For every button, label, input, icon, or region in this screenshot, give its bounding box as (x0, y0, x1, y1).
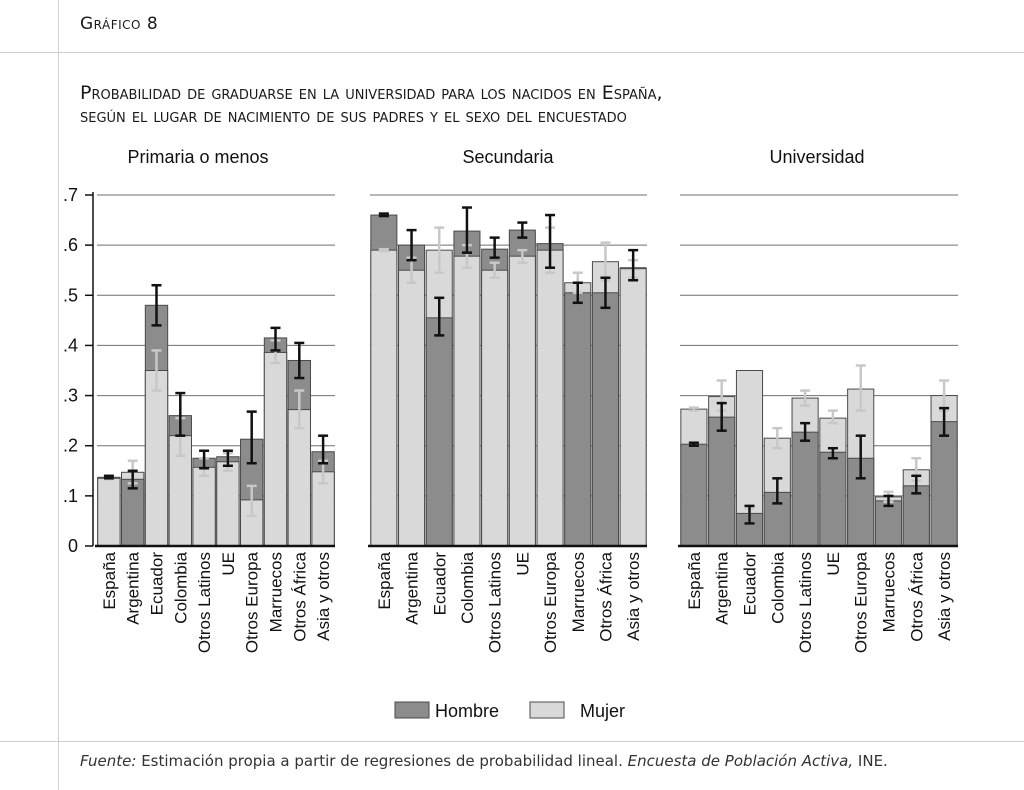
x-tick-label: España (685, 551, 704, 609)
bar-hombre (902, 485, 930, 547)
bar-hombre (791, 431, 819, 547)
y-tick-label: .6 (63, 235, 78, 255)
x-tick-label: Asia y otros (935, 552, 954, 641)
x-tick-label: Otros Europa (852, 551, 871, 653)
x-tick-label: Otros Latinos (195, 552, 214, 653)
chart-title-line-1: Probabilidad de graduarse en la universi… (80, 82, 663, 104)
bar-mujer (370, 249, 398, 547)
x-tick-label: Ecuador (148, 552, 167, 616)
source-label: Fuente: (80, 752, 137, 770)
bar-hombre (930, 421, 958, 547)
x-tick-label: UE (513, 552, 532, 576)
source-end: INE. (853, 752, 888, 770)
panel-title: Universidad (769, 147, 864, 167)
legend: Hombre Mujer (394, 701, 625, 721)
source-text: Estimación propia a partir de regresione… (136, 752, 628, 770)
y-tick-label: .1 (63, 486, 78, 506)
bar-mujer (216, 461, 240, 547)
x-tick-label: Colombia (171, 551, 190, 623)
x-tick-label: Colombia (768, 551, 787, 623)
y-tick-label: .7 (63, 185, 78, 205)
bar-mujer (619, 268, 647, 547)
bar-mujer (536, 249, 564, 547)
x-tick-label: Otros Europa (541, 551, 560, 653)
header-divider (0, 52, 1024, 53)
x-tick-label: Marruecos (880, 552, 899, 632)
x-tick-label: Otros Latinos (796, 552, 815, 653)
y-tick-label: .2 (63, 436, 78, 456)
bar-mujer (97, 477, 121, 547)
x-tick-label: Otros África (596, 551, 615, 641)
bar-mujer (481, 269, 509, 547)
bar-hombre (591, 292, 619, 547)
panel-1: Secundaria España Argentina Ecuador Colombia… (368, 147, 647, 653)
panel-2: Universidad España Argentina Ecuador Colombi… (678, 147, 958, 653)
bar-mujer (287, 409, 311, 547)
x-tick-label: Otros Latinos (486, 552, 505, 653)
x-tick-label: Otros África (907, 551, 926, 641)
x-tick-label: Argentina (403, 551, 422, 624)
legend-swatch-hombre (394, 701, 430, 719)
y-tick-label: .4 (63, 335, 78, 355)
x-tick-label: Asia y otros (624, 552, 643, 641)
y-tick-label: .5 (63, 285, 78, 305)
bar-mujer (192, 466, 216, 547)
chart-title: Probabilidad de graduarse en la universi… (80, 82, 663, 128)
bar-hombre (874, 500, 903, 547)
x-tick-label: Marruecos (569, 552, 588, 632)
bar-mujer (144, 370, 169, 547)
source-survey: Encuesta de Población Activa, (627, 752, 854, 770)
chart-canvas: 0 .1 .2 .3 .4 .5 .6 .7 Primaria o menos España Arg… (63, 147, 958, 721)
x-tick-label: Ecuador (430, 552, 449, 616)
panel-title: Secundaria (462, 147, 554, 167)
x-tick-label: Argentina (713, 551, 732, 624)
figure-label: Gráfico 8 (80, 14, 159, 34)
source-note: Fuente: Estimación propia a partir de re… (80, 752, 888, 770)
bar-hombre (680, 443, 708, 547)
legend-swatch-mujer (529, 701, 565, 719)
footer-divider (0, 741, 1024, 742)
left-rule (58, 0, 59, 790)
legend-label-mujer: Mujer (580, 701, 625, 721)
y-tick-label: .3 (63, 386, 78, 406)
x-tick-label: Marruecos (267, 552, 286, 632)
bar-hombre (564, 292, 592, 547)
bar-mujer (453, 255, 481, 547)
bar-hombre (708, 416, 736, 547)
x-tick-label: Otros África (290, 551, 309, 641)
x-tick-label: Otros Europa (243, 551, 262, 653)
x-tick-label: Colombia (458, 551, 477, 623)
panel-title: Primaria o menos (127, 147, 268, 167)
x-tick-label: España (100, 551, 119, 609)
bar-mujer (508, 255, 536, 547)
x-tick-label: Ecuador (741, 552, 760, 616)
legend-label-hombre: Hombre (435, 701, 499, 721)
x-tick-label: UE (824, 552, 843, 576)
bar-mujer (263, 351, 288, 547)
x-tick-label: España (375, 551, 394, 609)
y-tick-label: 0 (68, 536, 78, 556)
bar-hombre (819, 451, 847, 547)
panel-0: Primaria o menos España Argentina Ecuador Co… (95, 147, 335, 653)
chart-title-line-2: según el lugar de nacimiento de sus padr… (80, 105, 627, 127)
bar-hombre (425, 317, 453, 547)
x-tick-label: Asia y otros (314, 552, 333, 641)
x-tick-label: UE (219, 552, 238, 576)
bar-mujer (398, 269, 426, 547)
x-tick-label: Argentina (124, 551, 143, 624)
